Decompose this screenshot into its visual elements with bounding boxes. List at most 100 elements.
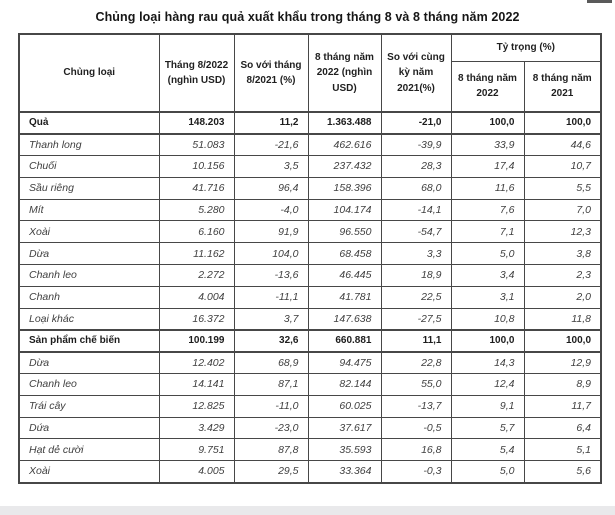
bottom-strip: [0, 506, 615, 515]
value-cell: 51.083: [158, 133, 235, 157]
value-cell: 4.005: [158, 460, 235, 484]
category-cell: Sản phẩm chế biến: [18, 328, 160, 353]
table-row: Chanh 4.004 -11,1 41.781 22,5 3,1 2,0: [18, 285, 602, 309]
column-header-share-group: Tỷ trọng (%): [450, 33, 602, 62]
category-cell: Dừa: [18, 242, 160, 266]
value-cell: -0,5: [380, 416, 452, 440]
category-cell: Mít: [18, 198, 160, 222]
value-cell: 462.616: [307, 133, 382, 157]
value-cell: -54,7: [380, 220, 452, 244]
value-cell: 12,4: [450, 373, 525, 396]
column-header-category: Chủng loại: [18, 33, 160, 113]
value-cell: 7,6: [450, 198, 525, 222]
category-cell: Thanh long: [18, 133, 160, 157]
value-cell: -13,7: [380, 394, 452, 418]
value-cell: 16.372: [158, 307, 235, 331]
value-cell: 11,2: [233, 111, 309, 135]
cropped-element-fragment: [587, 0, 612, 3]
table-row: Dừa 11.162 104,0 68.458 3,3 5,0 3,8: [18, 242, 602, 266]
value-cell: 12.825: [158, 394, 235, 418]
value-cell: 104.174: [307, 198, 382, 222]
value-cell: 41.716: [158, 176, 235, 200]
value-cell: 5,6: [523, 460, 602, 484]
value-cell: 2,0: [523, 285, 602, 309]
value-cell: 104,0: [233, 242, 309, 266]
value-cell: 94.475: [307, 351, 382, 375]
value-cell: -4,0: [233, 198, 309, 222]
value-cell: 5,7: [450, 416, 525, 440]
value-cell: 68,0: [380, 176, 452, 200]
value-cell: 28,3: [380, 155, 452, 178]
value-cell: 10,7: [523, 155, 602, 178]
value-cell: -13,6: [233, 264, 309, 287]
category-cell: Chanh: [18, 285, 160, 309]
value-cell: 3,5: [233, 155, 309, 178]
value-cell: 12,3: [523, 220, 602, 244]
value-cell: 14.141: [158, 373, 235, 396]
value-cell: 100.199: [158, 328, 235, 353]
value-cell: 33,9: [450, 133, 525, 157]
header-row-sub: 8 tháng năm 2022 8 tháng năm 2021: [19, 60, 602, 113]
value-cell: 3.429: [158, 416, 235, 440]
value-cell: 237.432: [307, 155, 382, 178]
value-cell: -21,6: [233, 133, 309, 157]
table-row: Mít 5.280 -4,0 104.174 -14,1 7,6 7,0: [18, 198, 602, 222]
value-cell: 5,0: [450, 242, 525, 266]
value-cell: 17,4: [450, 155, 525, 178]
table-row: Dứa 3.429 -23,0 37.617 -0,5 5,7 6,4: [18, 416, 602, 440]
value-cell: 100,0: [523, 328, 602, 353]
category-cell: Trái cây: [18, 394, 160, 418]
value-cell: 7,1: [450, 220, 525, 244]
table-row: Hạt dẻ cười 9.751 87,8 35.593 16,8 5,4 5,1: [18, 438, 602, 462]
table-row: Trái cây 12.825 -11,0 60.025 -13,7 9,1 11,7: [18, 394, 602, 418]
category-cell: Chanh leo: [18, 373, 160, 396]
value-cell: 55,0: [380, 373, 452, 396]
value-cell: 37.617: [307, 416, 382, 440]
value-cell: 5,4: [450, 438, 525, 462]
value-cell: 32,6: [233, 328, 309, 353]
value-cell: 5.280: [158, 198, 235, 222]
value-cell: -14,1: [380, 198, 452, 222]
value-cell: 68.458: [307, 242, 382, 266]
value-cell: 96.550: [307, 220, 382, 244]
value-cell: 7,0: [523, 198, 602, 222]
column-header-month-value: Tháng 8/2022 (nghìn USD): [158, 33, 235, 113]
column-header-ytd-value: 8 tháng năm 2022 (nghìn USD): [307, 33, 382, 113]
value-cell: 22,8: [380, 351, 452, 375]
column-header-month-change: So với tháng 8/2021 (%): [233, 33, 309, 113]
value-cell: 10.156: [158, 155, 235, 178]
page-title: Chủng loại hàng rau quả xuất khẩu trong …: [95, 10, 520, 24]
value-cell: 11,7: [523, 394, 602, 418]
value-cell: 11.162: [158, 242, 235, 266]
category-cell: Chanh leo: [18, 264, 160, 287]
value-cell: 9.751: [158, 438, 235, 462]
value-cell: 46.445: [307, 264, 382, 287]
value-cell: 35.593: [307, 438, 382, 462]
value-cell: 12.402: [158, 351, 235, 375]
value-cell: 12,9: [523, 351, 602, 375]
table-header: Chủng loại Tháng 8/2022 (nghìn USD) So v…: [18, 33, 602, 113]
value-cell: 91,9: [233, 220, 309, 244]
table-row: Chuối 10.156 3,5 237.432 28,3 17,4 10,7: [18, 155, 602, 178]
category-cell: Hạt dẻ cười: [18, 438, 160, 462]
category-cell: Xoài: [18, 460, 160, 484]
value-cell: 82.144: [307, 373, 382, 396]
value-cell: 44,6: [523, 133, 602, 157]
value-cell: 147.638: [307, 307, 382, 331]
table-row: Xoài 4.005 29,5 33.364 -0,3 5,0 5,6: [18, 460, 602, 484]
value-cell: 2,3: [523, 264, 602, 287]
value-cell: 148.203: [158, 111, 235, 135]
value-cell: 6.160: [158, 220, 235, 244]
table-row: Sản phẩm chế biến 100.199 32,6 660.881 11,1 1…: [18, 328, 602, 353]
value-cell: 3,3: [380, 242, 452, 266]
value-cell: 4.004: [158, 285, 235, 309]
category-cell: Sầu riêng: [18, 176, 160, 200]
export-table: Chủng loại Tháng 8/2022 (nghìn USD) So v…: [18, 33, 603, 484]
value-cell: 1.363.488: [307, 111, 382, 135]
value-cell: 41.781: [307, 285, 382, 309]
value-cell: 3,4: [450, 264, 525, 287]
value-cell: 5,0: [450, 460, 525, 484]
value-cell: 14,3: [450, 351, 525, 375]
value-cell: 9,1: [450, 394, 525, 418]
